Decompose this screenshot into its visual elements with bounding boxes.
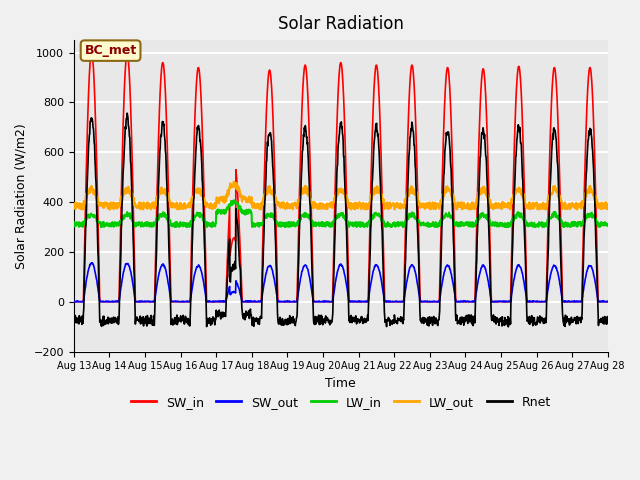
Title: Solar Radiation: Solar Radiation	[278, 15, 404, 33]
X-axis label: Time: Time	[325, 377, 356, 390]
Y-axis label: Solar Radiation (W/m2): Solar Radiation (W/m2)	[15, 123, 28, 269]
Legend: SW_in, SW_out, LW_in, LW_out, Rnet: SW_in, SW_out, LW_in, LW_out, Rnet	[126, 391, 556, 414]
Text: BC_met: BC_met	[84, 44, 137, 57]
